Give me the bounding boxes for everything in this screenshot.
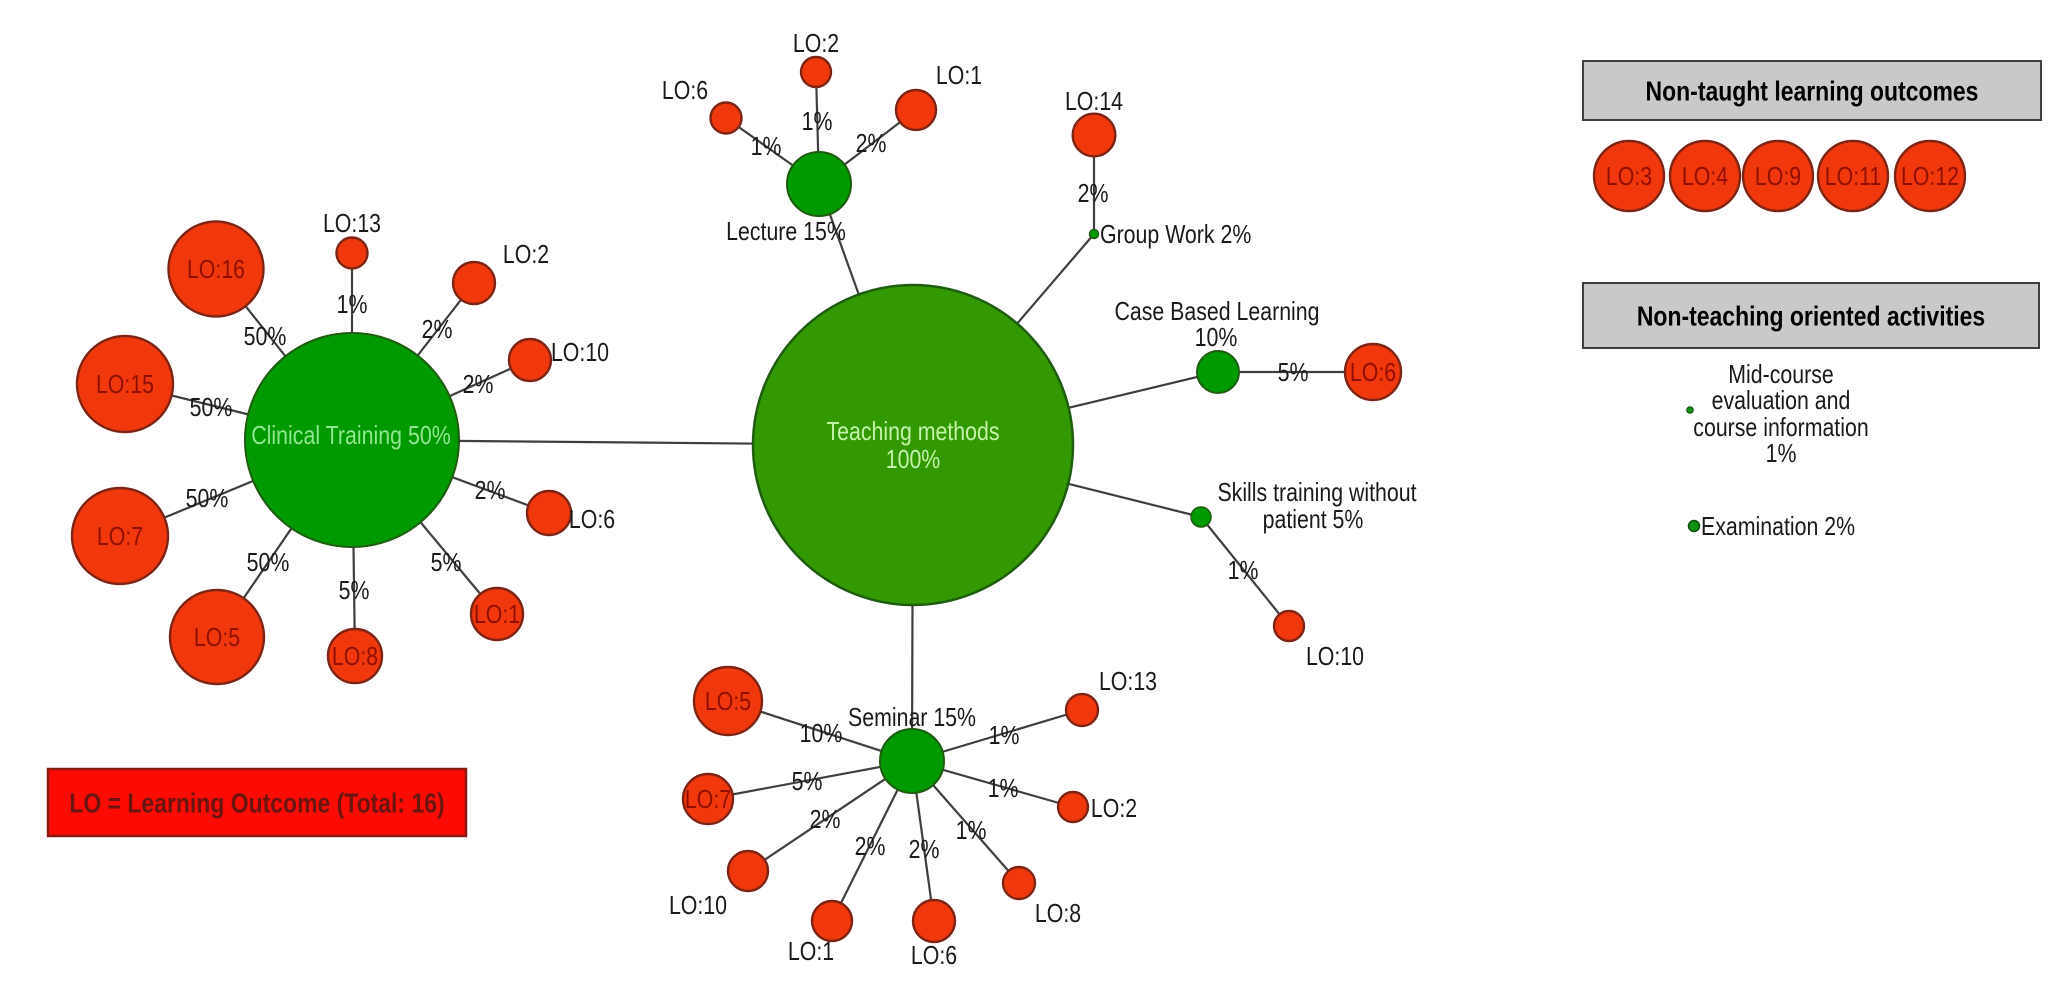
svg-text:Skills training without: Skills training without xyxy=(1217,477,1417,507)
svg-text:LO:7: LO:7 xyxy=(685,784,731,814)
svg-text:evaluation and: evaluation and xyxy=(1712,385,1851,415)
svg-text:LO:5: LO:5 xyxy=(194,622,240,652)
svg-text:5%: 5% xyxy=(1278,357,1309,387)
svg-text:LO:16: LO:16 xyxy=(187,254,245,284)
svg-text:1%: 1% xyxy=(1766,438,1797,468)
svg-text:Mid-course: Mid-course xyxy=(1728,359,1833,389)
svg-text:1%: 1% xyxy=(1228,555,1259,585)
svg-text:LO:11: LO:11 xyxy=(1825,161,1882,191)
svg-text:100%: 100% xyxy=(886,444,941,474)
svg-text:LO:2: LO:2 xyxy=(1091,793,1137,823)
svg-text:50%: 50% xyxy=(186,483,229,513)
svg-text:course information: course information xyxy=(1693,412,1868,442)
svg-text:LO:9: LO:9 xyxy=(1755,161,1801,191)
svg-text:LO:7: LO:7 xyxy=(97,521,143,551)
svg-text:LO:6: LO:6 xyxy=(1350,357,1396,387)
svg-text:Examination 2%: Examination 2% xyxy=(1701,511,1855,541)
svg-text:10%: 10% xyxy=(1195,322,1238,352)
svg-text:Clinical Training 50%: Clinical Training 50% xyxy=(251,420,451,450)
svg-text:1%: 1% xyxy=(337,289,368,319)
svg-text:Case Based Learning: Case Based Learning xyxy=(1115,296,1320,326)
svg-text:Group Work 2%: Group Work 2% xyxy=(1100,219,1251,249)
svg-text:LO:1: LO:1 xyxy=(474,599,520,629)
svg-text:2%: 2% xyxy=(810,804,841,834)
svg-text:LO:13: LO:13 xyxy=(323,208,381,238)
svg-text:10%: 10% xyxy=(800,718,843,748)
svg-text:LO:6: LO:6 xyxy=(911,940,957,970)
svg-text:LO:12: LO:12 xyxy=(1901,161,1959,191)
svg-text:5%: 5% xyxy=(792,766,823,796)
svg-text:2%: 2% xyxy=(1078,178,1109,208)
svg-text:LO:8: LO:8 xyxy=(332,641,378,671)
svg-text:2%: 2% xyxy=(856,128,887,158)
svg-text:5%: 5% xyxy=(339,575,370,605)
svg-text:LO:10: LO:10 xyxy=(551,337,609,367)
svg-text:Seminar 15%: Seminar 15% xyxy=(848,702,976,732)
svg-text:LO:3: LO:3 xyxy=(1606,161,1652,191)
svg-text:Teaching methods: Teaching methods xyxy=(827,416,1000,446)
svg-text:LO:4: LO:4 xyxy=(1682,161,1728,191)
svg-text:LO:5: LO:5 xyxy=(705,686,751,716)
svg-text:LO:14: LO:14 xyxy=(1065,86,1123,116)
svg-text:2%: 2% xyxy=(422,314,453,344)
svg-text:Non-teaching oriented activiti: Non-teaching oriented activities xyxy=(1637,301,1985,332)
svg-text:Non-taught learning outcomes: Non-taught learning outcomes xyxy=(1646,76,1979,107)
svg-text:LO:10: LO:10 xyxy=(1306,641,1364,671)
svg-text:LO:6: LO:6 xyxy=(662,75,708,105)
svg-text:5%: 5% xyxy=(431,547,462,577)
svg-text:LO:2: LO:2 xyxy=(503,239,549,269)
svg-text:LO:13: LO:13 xyxy=(1099,666,1157,696)
svg-text:LO:6: LO:6 xyxy=(569,504,615,534)
svg-text:LO = Learning Outcome (Total:: LO = Learning Outcome (Total: 16) xyxy=(69,788,444,819)
svg-text:LO:1: LO:1 xyxy=(788,936,834,966)
svg-text:2%: 2% xyxy=(855,831,886,861)
svg-text:2%: 2% xyxy=(475,475,506,505)
svg-text:LO:8: LO:8 xyxy=(1035,898,1081,928)
svg-text:50%: 50% xyxy=(190,392,233,422)
svg-text:2%: 2% xyxy=(909,834,940,864)
svg-text:1%: 1% xyxy=(751,131,782,161)
svg-text:LO:1: LO:1 xyxy=(936,60,982,90)
svg-text:1%: 1% xyxy=(988,773,1019,803)
svg-text:1%: 1% xyxy=(989,720,1020,750)
svg-text:Lecture 15%: Lecture 15% xyxy=(726,216,846,246)
svg-text:LO:15: LO:15 xyxy=(96,369,154,399)
svg-text:50%: 50% xyxy=(247,547,290,577)
svg-text:1%: 1% xyxy=(802,106,833,136)
svg-text:2%: 2% xyxy=(463,369,494,399)
svg-text:1%: 1% xyxy=(956,815,987,845)
svg-text:50%: 50% xyxy=(244,321,287,351)
svg-text:LO:10: LO:10 xyxy=(669,890,727,920)
svg-text:patient 5%: patient 5% xyxy=(1263,504,1364,534)
svg-text:LO:2: LO:2 xyxy=(793,28,839,58)
